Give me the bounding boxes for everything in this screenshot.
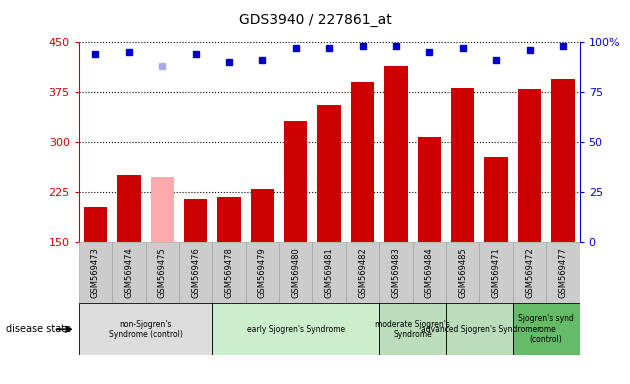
Bar	[212, 242, 246, 303]
Bar	[84, 207, 107, 242]
Text: GSM569481: GSM569481	[324, 247, 334, 298]
Text: GSM569472: GSM569472	[525, 247, 534, 298]
Text: GSM569474: GSM569474	[124, 247, 134, 298]
Bar	[479, 242, 513, 303]
Text: GSM569471: GSM569471	[491, 247, 501, 298]
Bar	[346, 242, 379, 303]
Text: GSM569483: GSM569483	[391, 247, 401, 298]
Text: Sjogren's synd
rome
(control): Sjogren's synd rome (control)	[518, 314, 574, 344]
Bar	[184, 199, 207, 242]
Text: GSM569478: GSM569478	[224, 247, 234, 298]
Bar	[251, 189, 274, 242]
Text: advanced Sjogren's Syndrome: advanced Sjogren's Syndrome	[421, 325, 537, 334]
Text: disease state: disease state	[6, 324, 71, 334]
Bar	[384, 66, 408, 242]
Bar	[246, 242, 279, 303]
Bar	[446, 242, 479, 303]
Bar	[318, 106, 341, 242]
Bar	[446, 303, 513, 355]
Bar	[513, 303, 580, 355]
Text: GSM569480: GSM569480	[291, 247, 301, 298]
Text: moderate Sjogren's
Syndrome: moderate Sjogren's Syndrome	[375, 319, 450, 339]
Bar	[279, 242, 312, 303]
Text: GSM569475: GSM569475	[158, 247, 167, 298]
Text: GDS3940 / 227861_at: GDS3940 / 227861_at	[239, 13, 391, 27]
Text: GSM569477: GSM569477	[558, 247, 568, 298]
Bar	[151, 177, 174, 242]
Text: GSM569479: GSM569479	[258, 247, 267, 298]
Bar	[112, 242, 146, 303]
Bar	[451, 88, 474, 242]
Bar	[413, 242, 446, 303]
Bar	[312, 242, 346, 303]
Text: GSM569482: GSM569482	[358, 247, 367, 298]
Bar	[146, 242, 179, 303]
Bar	[117, 175, 140, 242]
Bar	[79, 242, 112, 303]
Bar	[212, 303, 379, 355]
Bar	[551, 79, 575, 242]
Bar	[379, 303, 446, 355]
Bar	[379, 242, 413, 303]
Text: non-Sjogren's
Syndrome (control): non-Sjogren's Syndrome (control)	[108, 319, 183, 339]
Bar	[217, 197, 241, 242]
Bar	[418, 137, 441, 242]
Bar	[546, 242, 580, 303]
Text: early Sjogren's Syndrome: early Sjogren's Syndrome	[247, 325, 345, 334]
Bar	[484, 157, 508, 242]
Text: GSM569485: GSM569485	[458, 247, 467, 298]
Bar	[79, 303, 212, 355]
Bar	[513, 242, 546, 303]
Bar	[284, 121, 307, 242]
Text: GSM569473: GSM569473	[91, 247, 100, 298]
Bar	[179, 242, 212, 303]
Bar	[518, 89, 541, 242]
Text: GSM569484: GSM569484	[425, 247, 434, 298]
Text: GSM569476: GSM569476	[191, 247, 200, 298]
Bar	[351, 82, 374, 242]
